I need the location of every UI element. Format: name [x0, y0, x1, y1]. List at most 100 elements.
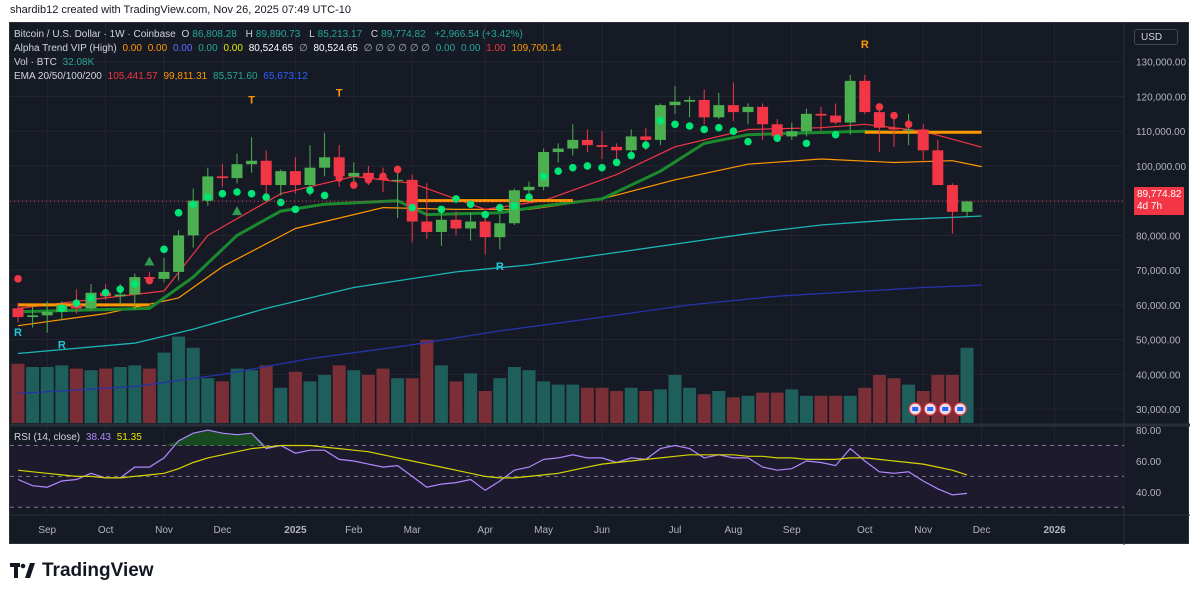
trail-stop-dot	[291, 205, 300, 214]
candle-body	[538, 152, 550, 187]
candle-body	[625, 136, 637, 151]
candle-body	[786, 131, 798, 137]
chart-canvas[interactable]: R R T T R R 30,000.00 40,000.00 50,000.00 60,000.…	[10, 23, 1190, 545]
trail-stop-dot	[452, 195, 460, 203]
candle-body	[552, 148, 564, 153]
volume-bar	[566, 384, 580, 423]
candle-body	[465, 221, 477, 229]
candle-body	[246, 160, 258, 165]
trail-stop-dot	[145, 276, 154, 285]
trail-stop-dot	[890, 111, 898, 120]
trail-stop-dot	[466, 200, 475, 208]
trail-stop-dot	[306, 186, 314, 195]
signal-label: R	[14, 327, 22, 339]
trail-stop-dot	[802, 139, 811, 148]
trail-stop-dot	[101, 288, 110, 297]
trail-stop-dot	[554, 167, 562, 175]
volume-bar	[84, 370, 98, 423]
volume-bar	[186, 347, 200, 423]
signal-label: R	[861, 39, 869, 51]
volume-bar	[303, 381, 317, 423]
signal-label: R	[496, 261, 504, 273]
volume-bar	[449, 381, 463, 423]
candle-body	[392, 179, 404, 181]
price-axis-label: 120,000.00	[1136, 92, 1186, 103]
tradingview-logo[interactable]: TradingView	[10, 560, 154, 582]
candle-body	[348, 172, 360, 177]
trail-stop-dot	[715, 123, 723, 132]
event-flag-icon	[957, 407, 964, 411]
volume-bar	[230, 368, 244, 423]
candle-body	[815, 113, 827, 116]
trail-stop-dot	[379, 172, 387, 181]
time-axis-label: Jun	[594, 525, 610, 536]
candle-body	[231, 164, 243, 179]
candle-body	[742, 106, 754, 113]
trail-stop-dot	[277, 198, 285, 207]
candle-body	[611, 146, 623, 151]
trail-stop-dot	[233, 188, 241, 196]
candle-body	[640, 136, 652, 140]
ema100-line	[17, 215, 982, 355]
volume-bar	[537, 381, 551, 423]
time-axis-label: May	[534, 525, 553, 536]
volume-bar	[201, 378, 215, 423]
volume-bar	[376, 368, 390, 423]
legend-close: C 89,774.82	[370, 29, 426, 40]
trail-stop-dot	[131, 280, 139, 288]
candle-body	[844, 80, 856, 123]
volume-bar	[55, 365, 69, 423]
legend-symbol: Bitcoin / U.S. Dollar · 1W · Coinbase	[14, 29, 176, 40]
volume-bar	[405, 378, 419, 423]
time-axis-label: Aug	[725, 525, 743, 536]
trail-stop-dot	[174, 209, 183, 217]
trail-stop-dot	[919, 139, 927, 148]
candle-body	[304, 167, 316, 186]
candle-body	[202, 176, 214, 201]
bar-countdown: 4d 7h	[1137, 201, 1163, 212]
rsi-axis-label: 60.00	[1136, 457, 1161, 468]
volume-bar	[887, 378, 901, 423]
volume-bar	[814, 395, 828, 423]
legend-alpha-row: Alpha Trend VIP (High) 0.00 0.00 0.00 0.…	[14, 43, 562, 54]
trail-stop-dot	[160, 245, 168, 254]
volume-bar	[712, 391, 726, 423]
volume-bar	[522, 370, 536, 423]
trail-stop-dot	[510, 202, 519, 210]
trail-stop-dot	[58, 304, 66, 313]
ema200-line	[17, 284, 982, 395]
trail-stop-dot	[189, 200, 197, 208]
alpha-trend-line	[17, 129, 895, 314]
trail-stop-dot	[671, 120, 679, 129]
chart-container[interactable]: R R T T R R 30,000.00 40,000.00 50,000.00 60,000.…	[9, 22, 1190, 545]
volume-bar	[639, 391, 653, 423]
rsi-line	[17, 429, 968, 496]
rsi-ma-line	[17, 444, 968, 479]
volume-bar	[507, 367, 521, 423]
volume-bar	[872, 375, 886, 423]
trail-stop-dot	[685, 122, 694, 130]
candle-body	[12, 308, 24, 318]
price-axis-label: 130,000.00	[1136, 58, 1186, 69]
volume-bar	[829, 395, 843, 423]
candle-body	[669, 101, 681, 106]
price-axis-label: 50,000.00	[1136, 336, 1181, 347]
candle-body	[713, 105, 725, 118]
currency-selector[interactable]: USD	[1134, 29, 1178, 45]
volume-bar	[361, 375, 375, 423]
candle-body	[289, 171, 301, 186]
candle-body	[946, 185, 958, 212]
volume-bar	[99, 368, 113, 423]
price-axis-label: 40,000.00	[1136, 370, 1181, 381]
trail-stop-dot	[598, 163, 606, 172]
candle-body	[757, 106, 769, 125]
trail-stop-dot	[583, 162, 592, 170]
candle-body	[41, 311, 53, 316]
volume-bar	[843, 395, 857, 423]
trail-stop-dot	[656, 116, 665, 125]
trail-stop-dot	[627, 151, 635, 160]
volume-bar	[259, 365, 273, 423]
volume-bar	[741, 395, 755, 423]
candle-body	[362, 172, 374, 179]
